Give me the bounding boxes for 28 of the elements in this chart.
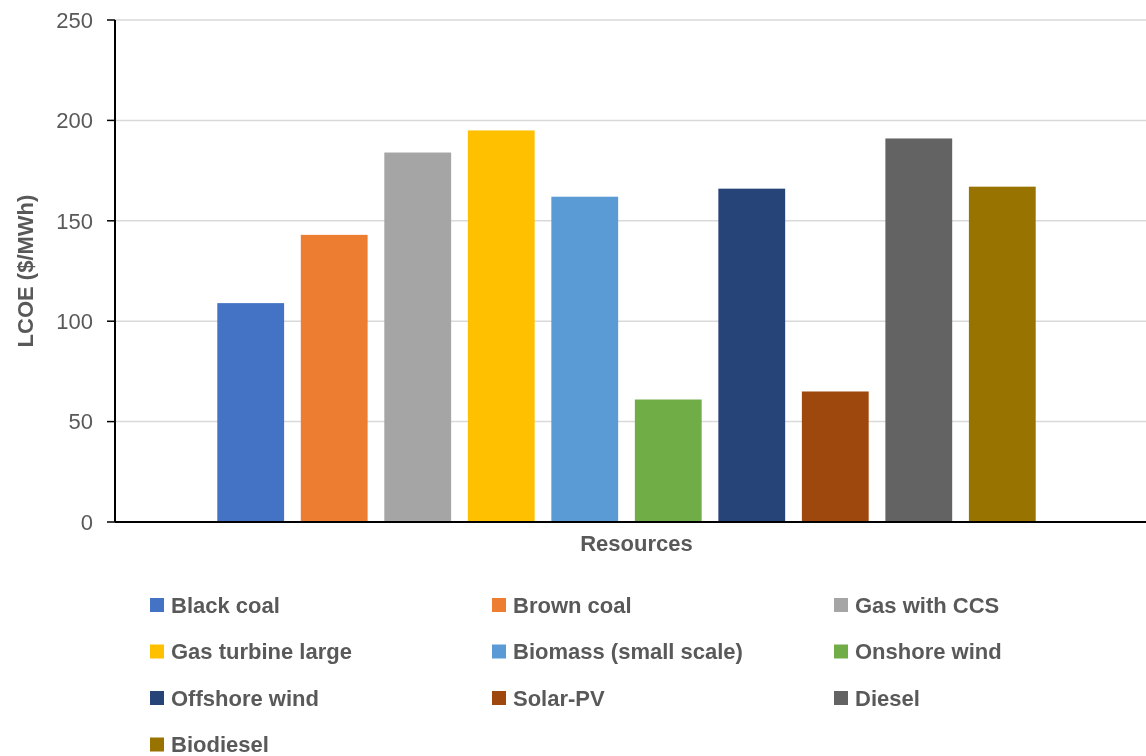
y-tick-label: 200: [56, 108, 93, 134]
bar: [718, 188, 786, 522]
legend-label: Diesel: [855, 685, 920, 711]
legend-label: Biodiesel: [171, 732, 269, 756]
legend-label: Offshore wind: [171, 685, 319, 711]
bar: [300, 234, 368, 522]
legend-label: Black coal: [171, 592, 280, 618]
bar: [968, 186, 1036, 522]
bar: [551, 196, 619, 522]
bar: [467, 130, 535, 522]
y-tick-label: 50: [68, 409, 93, 435]
x-axis-title: Resources: [580, 531, 693, 556]
legend-label: Onshore wind: [855, 639, 1002, 665]
y-tick-label: 100: [56, 308, 93, 334]
y-tick-label: 0: [80, 509, 93, 535]
legend-label: Gas turbine large: [171, 639, 352, 665]
legend-label: Gas with CCS: [855, 592, 1000, 618]
bar: [801, 391, 869, 522]
bar: [885, 138, 953, 522]
legend-label: Biomass (small scale): [513, 639, 743, 665]
y-tick-label: 250: [56, 7, 93, 33]
y-tick-label: 150: [56, 208, 93, 234]
bar: [634, 399, 702, 522]
legend-label: Solar-PV: [513, 685, 606, 711]
y-axis-title: LCOE ($/MWh): [13, 194, 38, 348]
bar: [384, 152, 452, 522]
bar: [217, 303, 285, 522]
legend-label: Brown coal: [513, 592, 632, 618]
